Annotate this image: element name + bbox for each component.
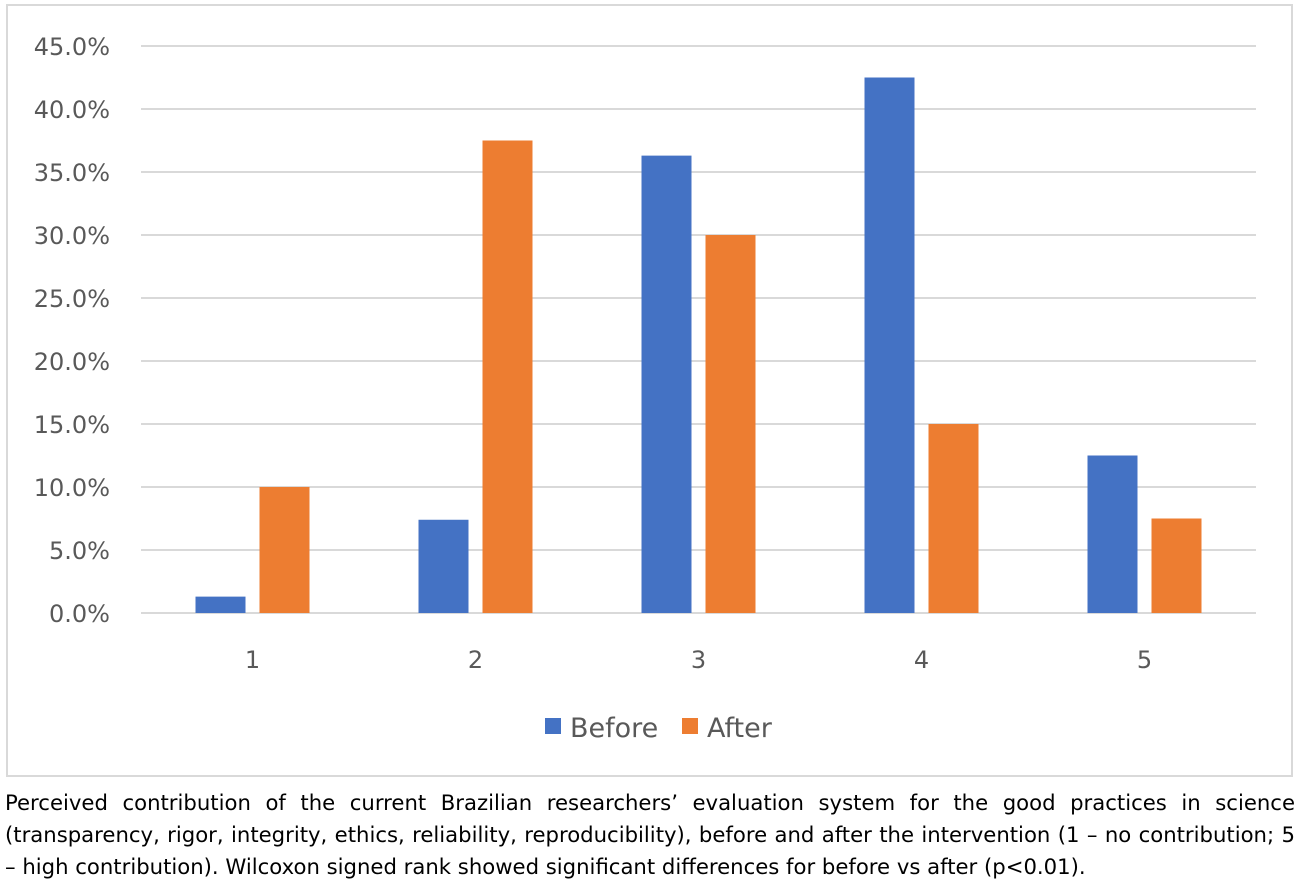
y-axis-tick-labels: 0.0% 5.0% 10.0% 15.0% 20.0% 25.0% 30.0% 35.0% 40… [34, 33, 110, 628]
x-tick-label: 1 [245, 646, 260, 674]
y-tick-label: 25.0% [34, 285, 110, 313]
bar-after-2 [482, 140, 533, 613]
x-tick-label: 3 [691, 646, 706, 674]
legend: Before After [545, 713, 773, 744]
legend-swatch-after [682, 718, 698, 734]
y-tick-label: 45.0% [34, 33, 110, 61]
figure-caption: Perceived contribution of the current Br… [5, 790, 1295, 879]
legend-swatch-before [545, 718, 561, 734]
legend-label-before: Before [570, 713, 658, 744]
y-tick-label: 10.0% [34, 474, 110, 502]
y-tick-label: 20.0% [34, 348, 110, 376]
bar-after-3 [705, 235, 756, 613]
bar-after-5 [1151, 518, 1202, 613]
bar-chart: 0.0% 5.0% 10.0% 15.0% 20.0% 25.0% 30.0% 35.0% 40… [34, 33, 1256, 744]
y-tick-label: 40.0% [34, 96, 110, 124]
y-tick-label: 0.0% [49, 600, 110, 628]
x-tick-label: 5 [1137, 646, 1152, 674]
bar-before-4 [864, 77, 915, 613]
chart-frame: 0.0% 5.0% 10.0% 15.0% 20.0% 25.0% 30.0% 35.0% 40… [6, 4, 1293, 777]
bar-before-5 [1087, 455, 1138, 613]
x-axis-tick-labels: 1 2 3 4 5 [245, 646, 1152, 674]
y-tick-label: 5.0% [49, 537, 110, 565]
y-tick-label: 35.0% [34, 159, 110, 187]
x-tick-label: 2 [468, 646, 483, 674]
bars [195, 77, 1202, 613]
y-tick-label: 15.0% [34, 411, 110, 439]
bar-after-1 [259, 487, 310, 613]
x-tick-label: 4 [914, 646, 929, 674]
gridlines [141, 45, 1256, 614]
bar-before-2 [418, 519, 469, 613]
bar-before-3 [641, 155, 692, 613]
y-tick-label: 30.0% [34, 222, 110, 250]
legend-label-after: After [707, 713, 773, 744]
bar-after-4 [928, 424, 979, 613]
bar-before-1 [195, 596, 246, 613]
